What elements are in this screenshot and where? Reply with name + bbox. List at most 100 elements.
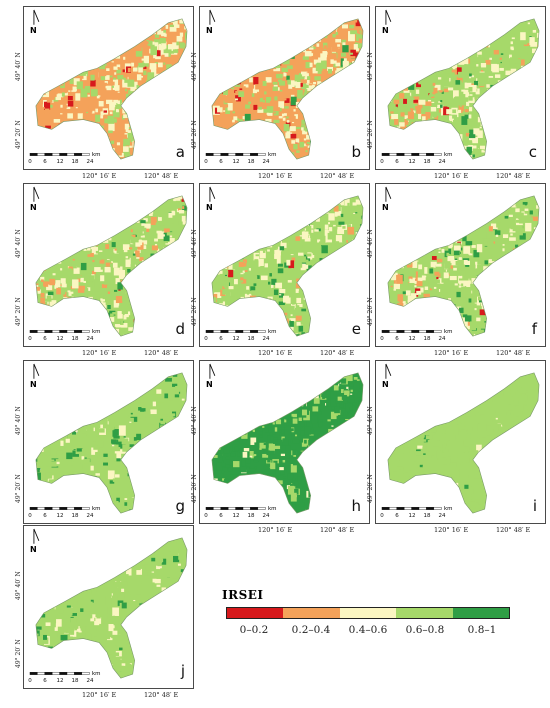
- legend-label-0: 0–0.2: [239, 624, 269, 636]
- scale-tick-label: 24: [86, 159, 94, 165]
- longitude-label-east: 120° 48′ E: [144, 349, 179, 357]
- scale-tick-label: 6: [219, 513, 223, 519]
- scale-tick-label: 0: [204, 513, 208, 519]
- scale-tick-label: 12: [408, 513, 416, 519]
- legend-title: IRSEI: [222, 588, 264, 602]
- scale-tick-label: 6: [43, 336, 47, 342]
- panel-letter: a: [175, 143, 185, 161]
- scale-tick-label: 6: [395, 336, 399, 342]
- latitude-label-south: 49° 20′ N: [15, 120, 22, 149]
- scale-tick-label: 18: [71, 678, 79, 684]
- scale-tick-label: 18: [423, 513, 431, 519]
- latitude-label-north: 49° 40′ N: [367, 406, 374, 435]
- north-label: N: [382, 380, 389, 389]
- scale-tick-label: 12: [232, 513, 240, 519]
- north-label: N: [30, 203, 37, 212]
- north-arrow-icon: [385, 363, 392, 379]
- longitude-label-west: 120° 16′ E: [258, 349, 293, 357]
- north-arrow-icon: [209, 9, 216, 25]
- scale-unit: km: [268, 152, 277, 158]
- north-label: N: [206, 380, 213, 389]
- latitude-label-south: 49° 20′ N: [367, 297, 374, 326]
- scale-tick-label: 12: [56, 159, 64, 165]
- panel-letter: h: [351, 497, 361, 515]
- latitude-label-south: 49° 20′ N: [367, 474, 374, 503]
- longitude-label-east: 120° 48′ E: [320, 172, 355, 180]
- latitude-label-south: 49° 20′ N: [191, 120, 198, 149]
- scale-bar: [29, 671, 90, 675]
- legend-label-2: 0.4–0.6: [348, 624, 388, 636]
- legend-label-3: 0.6–0.8: [405, 624, 445, 636]
- scale-tick-label: 12: [232, 159, 240, 165]
- irsei-map: [205, 186, 364, 337]
- north-label: N: [30, 545, 37, 554]
- scale-bar: [205, 329, 266, 333]
- legend-swatch-3: [396, 608, 453, 618]
- map-panel-h: N 49° 40′ N 49° 20′ N 120° 16′ E 120° 48′ E 0…: [191, 360, 370, 534]
- scale-tick-label: 6: [395, 513, 399, 519]
- scale-tick-label: 6: [219, 159, 223, 165]
- legend-color-bar: [226, 607, 510, 619]
- scale-tick-label: 12: [232, 336, 240, 342]
- irsei-map: [205, 363, 364, 514]
- longitude-label-east: 120° 48′ E: [496, 349, 531, 357]
- panel-letter: g: [175, 497, 185, 515]
- latitude-label-north: 49° 40′ N: [367, 52, 374, 81]
- scale-tick-label: 18: [423, 336, 431, 342]
- latitude-label-north: 49° 40′ N: [367, 229, 374, 258]
- panel-letter: j: [180, 662, 185, 680]
- longitude-label-west: 120° 16′ E: [434, 349, 469, 357]
- scale-tick-label: 12: [56, 336, 64, 342]
- scale-bar: [29, 329, 90, 333]
- scale-unit: km: [268, 329, 277, 335]
- north-label: N: [30, 380, 37, 389]
- scale-bar: [381, 152, 442, 156]
- panel-letter: f: [531, 320, 537, 338]
- scale-tick-label: 6: [219, 336, 223, 342]
- north-label: N: [30, 26, 37, 35]
- map-panel-a: N 49° 40′ N 49° 20′ N 120° 16′ E 120° 48′ E 0…: [15, 6, 194, 180]
- scale-tick-label: 24: [438, 159, 446, 165]
- legend-swatch-4: [452, 608, 510, 618]
- scale-unit: km: [444, 152, 453, 158]
- latitude-label-south: 49° 20′ N: [191, 297, 198, 326]
- north-label: N: [382, 26, 389, 35]
- scale-bar: [29, 506, 90, 510]
- map-panel-c: N 49° 40′ N 49° 20′ N 120° 16′ E 120° 48′ E 0…: [367, 6, 546, 180]
- irsei-map: [205, 9, 364, 160]
- scale-tick-label: 0: [380, 513, 384, 519]
- legend-swatch-2: [339, 608, 397, 618]
- latitude-label-north: 49° 40′ N: [15, 52, 22, 81]
- scale-bar: [381, 329, 442, 333]
- scale-tick-label: 18: [247, 336, 255, 342]
- legend-swatch-1: [283, 608, 340, 618]
- irsei-map: [29, 9, 188, 160]
- map-panel-i: N 49° 40′ N 49° 20′ N 120° 16′ E 120° 48′ E 0…: [367, 360, 546, 534]
- scale-tick-label: 0: [28, 513, 32, 519]
- panel-letter: d: [175, 320, 185, 338]
- longitude-label-east: 120° 48′ E: [320, 349, 355, 357]
- scale-tick-label: 0: [380, 159, 384, 165]
- longitude-label-west: 120° 16′ E: [82, 172, 117, 180]
- latitude-label-north: 49° 40′ N: [191, 406, 198, 435]
- scale-tick-label: 0: [204, 336, 208, 342]
- longitude-label-west: 120° 16′ E: [434, 526, 469, 534]
- scale-tick-label: 0: [28, 678, 32, 684]
- scale-tick-label: 12: [408, 159, 416, 165]
- longitude-label-east: 120° 48′ E: [496, 526, 531, 534]
- map-panel-e: N 49° 40′ N 49° 20′ N 120° 16′ E 120° 48′ E 0…: [191, 183, 370, 357]
- panel-letter: c: [528, 143, 537, 161]
- irsei-map: [29, 363, 188, 514]
- scale-tick-label: 24: [86, 513, 94, 519]
- scale-tick-label: 18: [423, 159, 431, 165]
- latitude-label-south: 49° 20′ N: [367, 120, 374, 149]
- north-arrow-icon: [385, 186, 392, 202]
- north-arrow-icon: [209, 363, 216, 379]
- scale-bar: [205, 506, 266, 510]
- map-panel-d: N 49° 40′ N 49° 20′ N 120° 16′ E 120° 48′ E 0…: [15, 183, 194, 357]
- irsei-map: [29, 186, 188, 337]
- north-label: N: [382, 203, 389, 212]
- scale-bar: [381, 506, 442, 510]
- panel-letter: b: [351, 143, 361, 161]
